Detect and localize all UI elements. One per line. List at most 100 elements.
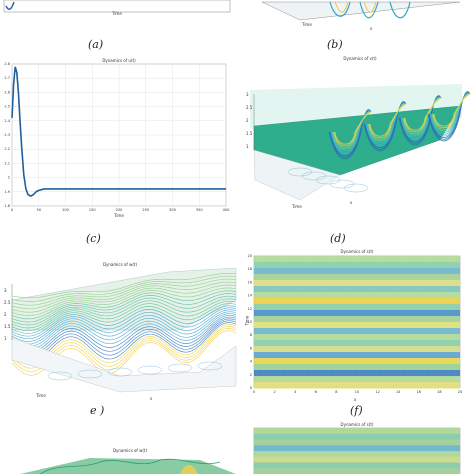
heatmap-band (254, 456, 460, 463)
heatmap-band (254, 280, 460, 287)
y-tick-label: 2.5 (4, 105, 10, 109)
panel-e-contours (47, 361, 223, 381)
heatmap-band (254, 328, 460, 335)
surface-peak-line (432, 93, 471, 129)
panel-e-title: Dynamics of w(t) (102, 262, 138, 267)
panel-b-ylabel: Time (302, 22, 312, 27)
panel-b-floor (261, 1, 461, 21)
surface-ridge-line (11, 322, 237, 362)
contour-line (329, 179, 355, 189)
heatmap-band (254, 358, 460, 365)
y-tick-label: 2.6 (4, 90, 10, 94)
panel-d-xlabel: x (350, 200, 353, 205)
x-tick-label: 250 (142, 208, 149, 212)
surface-peak-line (404, 97, 442, 131)
panel-e-ylabel: Time (36, 393, 46, 398)
surface-ridge-line (11, 307, 237, 340)
x-tick-label: 0 (11, 208, 13, 212)
surface-ridge-line (11, 293, 237, 323)
heatmap-band (254, 304, 460, 311)
surface-peak-line (433, 93, 471, 127)
caption-a: (a) (88, 38, 104, 51)
panel-b (261, 1, 461, 21)
panel-a-xlabel: Time (112, 11, 122, 16)
heatmap-band (254, 428, 460, 435)
panel-c: 0 50 100 150 200 250 300 350 400 1.8 1.9 2 2.1 2.2 2.… (4, 62, 229, 212)
y-tick-label: 1.9 (4, 190, 10, 194)
heatmap-band (254, 451, 460, 458)
y-tick-label: 12 (248, 307, 252, 311)
surface-peak-line (333, 111, 372, 147)
surface-peak-line (368, 103, 407, 140)
contour-line (167, 363, 193, 373)
z-tick-label: 1 (246, 144, 249, 149)
panel-f: 0 2 4 6 8 10 12 14 16 18 20 0 2 4 6 8 10 12 14 16 18 20 (248, 254, 463, 394)
contour-line (343, 183, 369, 193)
panel-a-frame (3, 0, 231, 13)
surface-peak-line (368, 103, 407, 139)
panel-b-xlabel: x (370, 26, 373, 31)
surface-peak-line (403, 97, 442, 134)
x-tick-label: 18 (437, 390, 441, 394)
surface-ridge-line (11, 311, 237, 345)
panel-f-ylabel: Time (244, 315, 250, 326)
y-tick-label: 2 (250, 373, 252, 377)
heatmap-band (254, 256, 460, 263)
y-tick-label: 2 (8, 176, 10, 180)
y-tick-label: 2.7 (4, 76, 10, 80)
heatmap-band (254, 346, 460, 353)
caption-f: (f) (350, 404, 363, 417)
panel-d-contours (287, 167, 369, 193)
panel-a-line (5, 1, 15, 10)
panel-g-peak (180, 465, 198, 474)
heatmap-band (254, 382, 460, 389)
y-tick-label: 6 (250, 346, 252, 350)
caption-b: (b) (327, 38, 343, 51)
x-tick-label: 16 (417, 390, 421, 394)
surface-ridge-line (11, 295, 237, 326)
z-tick-label: 3 (246, 92, 249, 97)
panel-h-title: Dynamics of s(t) (340, 422, 374, 427)
panel-e-floor (11, 337, 237, 393)
z-tick-label: 3 (4, 288, 7, 293)
heatmap-band (254, 268, 460, 275)
panel-g (20, 458, 236, 474)
y-tick-label: 20 (248, 254, 252, 258)
heatmap-band (254, 352, 460, 359)
y-tick-label: 14 (248, 294, 253, 298)
heatmap-band (254, 370, 460, 377)
heatmap-band (254, 364, 460, 371)
panel-g-surface (20, 458, 236, 474)
panel-g-title: Dynamics of w(t) (112, 448, 148, 453)
surface-ridge-line (11, 278, 237, 306)
z-tick-label: 1.5 (246, 131, 253, 136)
z-tick-label: 2.5 (4, 300, 11, 305)
x-tick-label: 2 (273, 390, 275, 394)
y-tick-label: 10 (248, 320, 252, 324)
x-tick-label: 12 (375, 390, 379, 394)
panel-c-grid (11, 63, 227, 207)
panel-f-yticks: 0 2 4 6 8 10 12 14 16 18 20 (248, 254, 253, 390)
surface-ridge-line (11, 281, 237, 310)
x-tick-label: 300 (169, 208, 176, 212)
x-tick-label: 8 (335, 390, 337, 394)
y-tick-label: 4 (250, 360, 253, 364)
panel-d-title: Dynamics of v(t) (343, 56, 377, 61)
surface-ridge-line (11, 298, 237, 329)
panel-h-bands (253, 428, 460, 474)
contour-line (137, 365, 163, 375)
panel-d-ylabel: Time (292, 204, 302, 209)
x-tick-label: 400 (223, 208, 230, 212)
surface-ridge-line (11, 287, 237, 316)
surface-ridge-line (11, 318, 237, 356)
z-tick-label: 2 (246, 118, 249, 123)
y-tick-label: 2.3 (4, 133, 10, 137)
heatmap-band (254, 274, 460, 281)
panel-f-xticks: 0 2 4 6 8 10 12 14 16 18 20 (253, 390, 462, 394)
x-tick-label: 50 (37, 208, 41, 212)
heatmap-band (254, 445, 460, 452)
surface-ridge-line (11, 284, 237, 313)
z-tick-label: 1 (4, 336, 7, 341)
surface-ridge-line (11, 300, 237, 332)
